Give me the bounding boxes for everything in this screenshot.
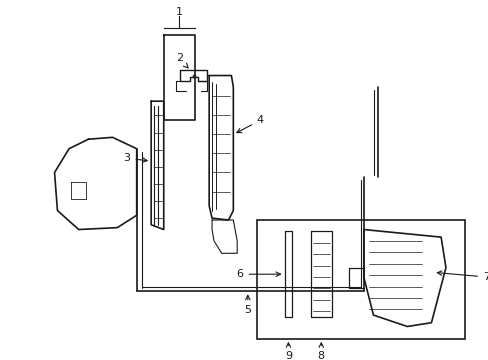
Text: 6: 6 bbox=[236, 269, 280, 279]
Text: 8: 8 bbox=[317, 343, 324, 360]
Text: 5: 5 bbox=[244, 295, 251, 315]
Text: 1: 1 bbox=[175, 7, 183, 17]
Bar bbox=[257, 220, 464, 339]
Text: 2: 2 bbox=[175, 53, 188, 68]
Text: 4: 4 bbox=[236, 115, 264, 132]
Text: 9: 9 bbox=[285, 343, 291, 360]
Text: 3: 3 bbox=[123, 153, 147, 163]
Text: 7: 7 bbox=[436, 271, 488, 282]
